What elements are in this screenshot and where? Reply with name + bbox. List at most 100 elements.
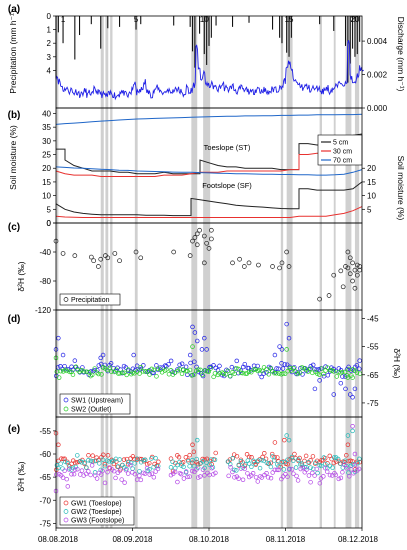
isotope-point	[147, 460, 152, 466]
isotope-point	[79, 367, 84, 373]
isotope-point	[147, 472, 152, 477]
isotope-point	[339, 369, 345, 375]
gw-isotope-tick-label: -75	[39, 519, 51, 528]
isotope-point	[154, 374, 159, 379]
precip-isotope-point	[331, 272, 337, 278]
isotope-point	[294, 473, 299, 479]
precip-tick-label: 1	[47, 26, 52, 35]
isotope-point	[226, 473, 231, 479]
isotope-point	[147, 467, 152, 472]
isotope-point	[344, 466, 349, 471]
isotope-point	[177, 459, 182, 465]
isotope-point	[291, 365, 296, 371]
isotope-point	[330, 465, 335, 470]
precip-tick-label: 2	[47, 39, 52, 48]
soil-moisture-toeslope-line	[55, 113, 363, 125]
gw-legend-entry: GW2 (Toeslope)	[71, 509, 122, 516]
isotope-point	[189, 457, 195, 463]
isotope-point	[279, 347, 285, 352]
isotope-point	[319, 458, 324, 463]
isotope-point	[244, 452, 250, 457]
isotope-point	[108, 361, 114, 366]
precip-isotope-point	[340, 284, 346, 290]
isotope-point	[196, 367, 201, 372]
isotope-point	[200, 372, 205, 378]
isotope-point	[72, 467, 78, 472]
isotope-point	[344, 373, 350, 378]
isotope-point	[321, 455, 327, 460]
precip-isotope-point	[197, 227, 202, 233]
isotope-point	[257, 367, 262, 373]
date-tick-label: 08.08.2018	[38, 535, 79, 544]
isotope-point	[191, 372, 197, 377]
isotope-point	[347, 473, 352, 479]
isotope-point	[350, 367, 355, 372]
soil-tick-label: 15	[42, 178, 51, 187]
isotope-point	[306, 459, 311, 465]
isotope-point	[82, 460, 87, 465]
discharge-tick-label: 0.002	[367, 71, 388, 80]
isotope-point	[344, 453, 349, 458]
isotope-point	[348, 458, 353, 464]
isotope-point	[56, 458, 61, 464]
isotope-point	[260, 454, 265, 460]
isotope-point	[232, 475, 237, 480]
precip-isotope-point	[209, 236, 214, 242]
isotope-point	[60, 475, 66, 480]
isotope-point	[280, 366, 286, 371]
isotope-point	[292, 365, 297, 370]
isotope-point	[125, 471, 131, 476]
isotope-point	[259, 368, 265, 374]
isotope-point	[272, 369, 278, 375]
isotope-point	[113, 475, 118, 481]
isotope-point	[257, 465, 263, 471]
precip-axis-label: Precipitation (mm h⁻¹)	[8, 10, 18, 94]
isotope-point	[312, 366, 317, 372]
isotope-point	[202, 335, 207, 341]
isotope-point	[262, 451, 267, 456]
precip-isotope-point	[326, 293, 332, 298]
isotope-point	[312, 473, 317, 478]
isotope-point	[191, 449, 197, 455]
panel-label-e: (e)	[8, 424, 20, 435]
isotope-point	[245, 471, 250, 476]
isotope-point	[137, 371, 142, 376]
precip-isotope-point	[209, 227, 214, 233]
isotope-point	[69, 472, 74, 477]
isotope-point	[92, 366, 97, 371]
isotope-point	[149, 471, 155, 476]
isotope-point	[301, 366, 307, 371]
isotope-point	[62, 363, 67, 369]
date-tick-label: 08.09.2018	[112, 535, 153, 544]
soil-tick-label: 35	[42, 123, 51, 132]
isotope-point	[192, 330, 198, 335]
isotope-point	[345, 375, 351, 380]
isotope-point	[142, 457, 148, 463]
isotope-point	[249, 454, 254, 460]
isotope-point	[279, 459, 284, 465]
isotope-point	[54, 462, 60, 468]
isotope-tick-label: -80	[39, 277, 51, 286]
stream-isotope-tick-label: -55	[367, 343, 379, 352]
isotope-point	[183, 469, 189, 474]
isotope-point	[207, 462, 212, 467]
precip-tick-label: 0	[47, 12, 52, 21]
precip-isotope-point	[194, 231, 200, 237]
isotope-point	[179, 371, 185, 377]
soil-legend-entry: 5 cm	[333, 140, 348, 147]
discharge-tick-label: 0.000	[367, 104, 388, 113]
isotope-point	[151, 367, 157, 373]
soil-moisture-footslope-line	[55, 166, 363, 176]
isotope-point	[181, 367, 186, 373]
isotope-point	[172, 469, 178, 475]
event-band	[110, 16, 113, 528]
isotope-point	[314, 466, 319, 472]
isotope-point	[75, 453, 80, 458]
isotope-point	[338, 461, 343, 466]
isotope-point	[276, 459, 281, 464]
isotope-point	[96, 363, 102, 368]
isotope-point	[331, 369, 336, 374]
isotope-point	[282, 437, 287, 443]
isotope-point	[342, 369, 348, 375]
precip-isotope-point	[105, 255, 111, 261]
